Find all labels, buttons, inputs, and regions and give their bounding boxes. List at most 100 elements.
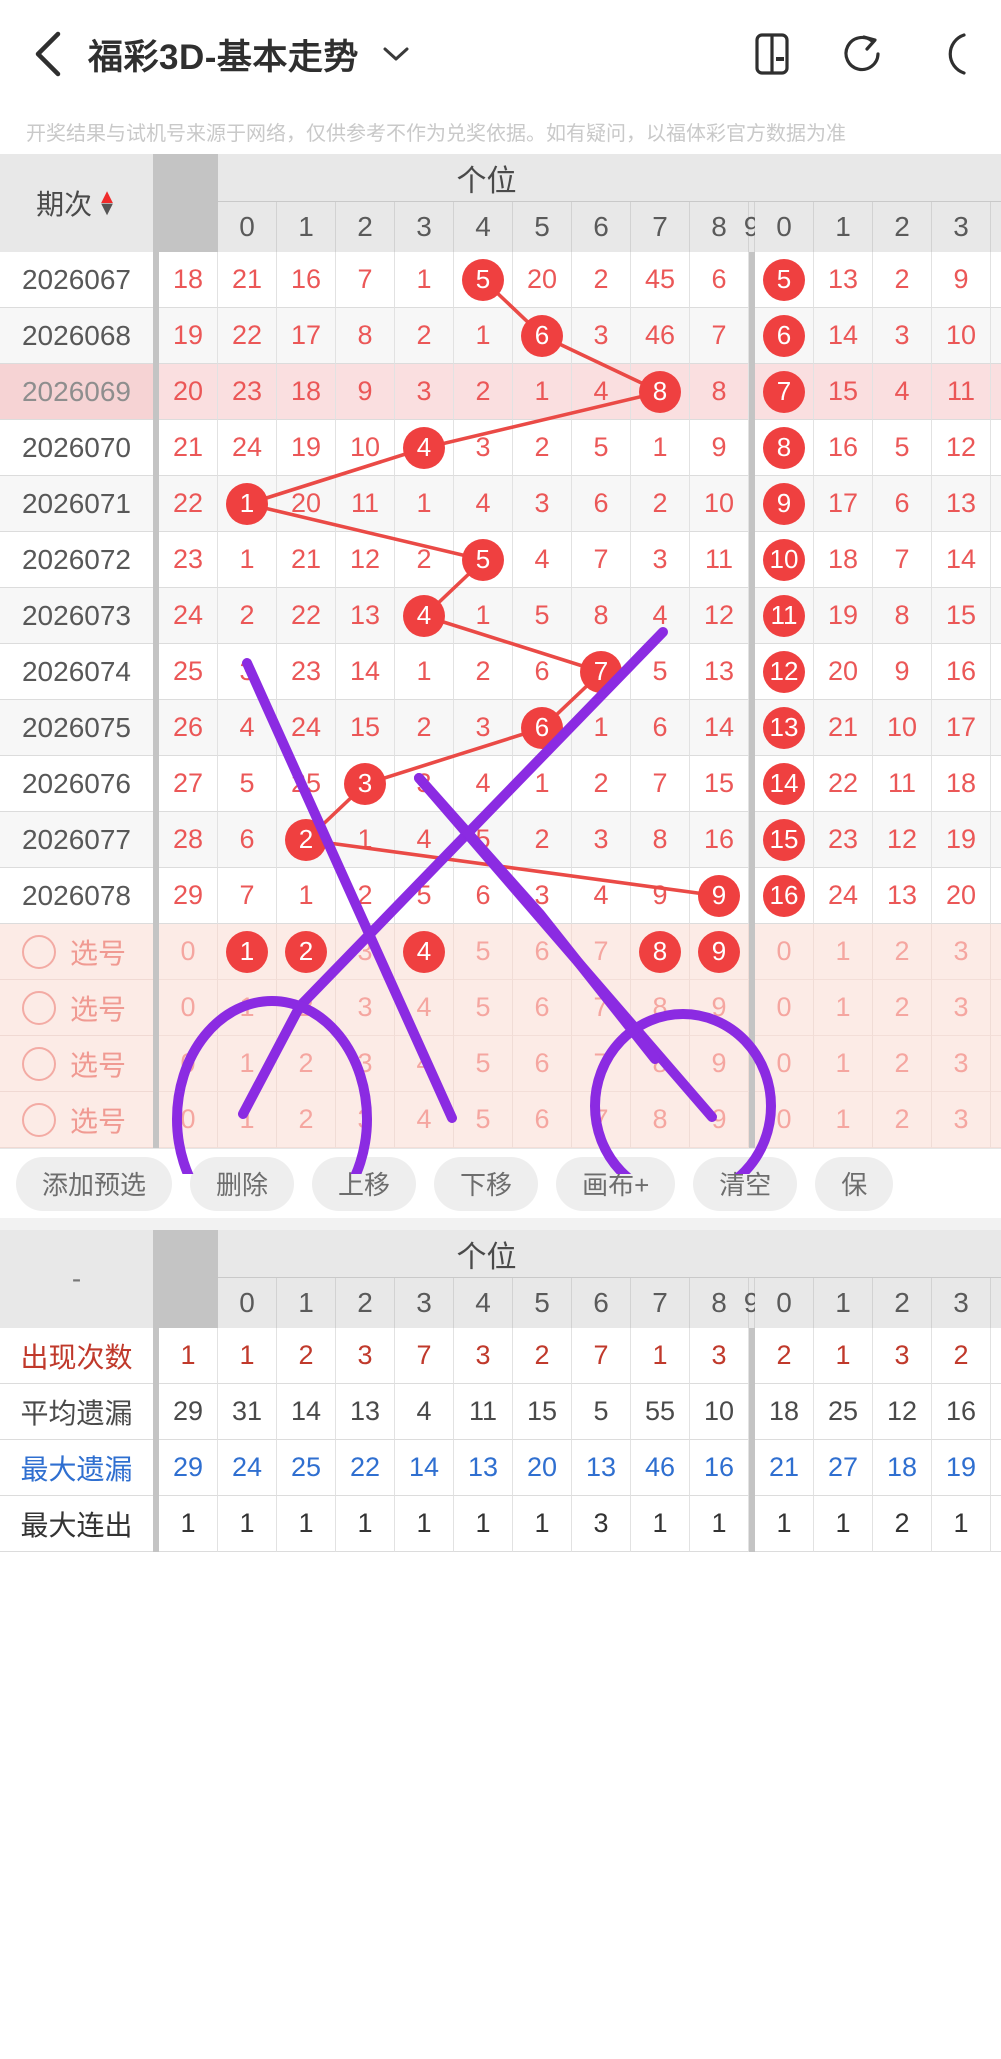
more-icon[interactable]	[933, 31, 979, 77]
trend-cell[interactable]: 1	[395, 644, 454, 700]
trend-cell[interactable]: 7	[572, 644, 631, 700]
select-cell[interactable]: 2	[873, 924, 932, 980]
trend-cell[interactable]: 10	[336, 420, 395, 476]
select-cell[interactable]: 0	[159, 980, 218, 1036]
trend-cell[interactable]: 14	[690, 700, 749, 756]
trend-cell[interactable]: 22	[218, 308, 277, 364]
trend-cell[interactable]: 5	[991, 476, 1001, 532]
trend-cell[interactable]: 5	[631, 644, 690, 700]
trend-cell[interactable]: 1	[395, 476, 454, 532]
select-cell[interactable]: 9	[690, 980, 749, 1036]
trend-cell[interactable]: 2	[513, 812, 572, 868]
trend-cell[interactable]: 6	[513, 644, 572, 700]
row-label-period[interactable]: 2026076	[0, 756, 153, 812]
select-cell[interactable]: 3	[336, 924, 395, 980]
trend-cell[interactable]: 1	[454, 588, 513, 644]
row-label-period[interactable]: 2026071	[0, 476, 153, 532]
trend-cell[interactable]: 8	[572, 588, 631, 644]
trend-cell[interactable]: 1	[454, 308, 513, 364]
trend-cell[interactable]: 13	[932, 476, 991, 532]
sort-arrows-icon[interactable]: ▲ ▼	[97, 185, 117, 220]
column-header-5[interactable]: 5	[513, 202, 572, 252]
select-cell[interactable]: 2	[277, 980, 336, 1036]
column-header-t3[interactable]: 3	[932, 202, 991, 252]
trend-cell[interactable]: 23	[159, 532, 218, 588]
column-header-7[interactable]: 7	[631, 202, 690, 252]
trend-cell[interactable]: 1	[218, 476, 277, 532]
toolbar-button-6[interactable]: 保	[815, 1156, 894, 1211]
trend-cell[interactable]: 22	[814, 756, 873, 812]
trend-cell[interactable]: 15	[932, 588, 991, 644]
toolbar-button-1[interactable]: 删除	[190, 1156, 295, 1211]
column-header-1[interactable]: 1	[277, 202, 336, 252]
hit-marker[interactable]: 7	[763, 370, 805, 413]
select-cell[interactable]: 8	[631, 1092, 690, 1148]
trend-cell[interactable]: 20	[277, 476, 336, 532]
select-cell[interactable]: 9	[690, 1092, 749, 1148]
select-cell[interactable]: 8	[631, 1036, 690, 1092]
trend-cell[interactable]: 5	[572, 420, 631, 476]
trend-cell[interactable]: 16	[814, 420, 873, 476]
trend-cell[interactable]: 6	[631, 700, 690, 756]
trend-cell[interactable]: 14	[755, 756, 814, 812]
trend-cell[interactable]: 2	[395, 700, 454, 756]
trend-cell[interactable]: 2	[513, 420, 572, 476]
trend-cell[interactable]: 7	[991, 588, 1001, 644]
trend-cell[interactable]: 11	[991, 812, 1001, 868]
trend-cell[interactable]: 11	[873, 756, 932, 812]
trend-cell[interactable]: 13	[690, 644, 749, 700]
trend-cell[interactable]: 12	[690, 588, 749, 644]
trend-cell[interactable]: 19	[277, 420, 336, 476]
trend-cell[interactable]: 1	[218, 532, 277, 588]
trend-cell[interactable]: 8	[873, 588, 932, 644]
trend-cell[interactable]: 13	[755, 700, 814, 756]
select-cell[interactable]: 4	[991, 1092, 1001, 1148]
trend-cell[interactable]: 15	[755, 812, 814, 868]
trend-cell[interactable]: 3	[454, 420, 513, 476]
column-header-t2[interactable]: 2	[873, 202, 932, 252]
row-label-period[interactable]: 2026073	[0, 588, 153, 644]
trend-cell[interactable]: 2	[277, 812, 336, 868]
select-cell[interactable]: 4	[991, 980, 1001, 1036]
select-cell[interactable]: 1	[218, 980, 277, 1036]
trend-cell[interactable]: 9	[631, 868, 690, 924]
select-cell[interactable]: 3	[336, 980, 395, 1036]
column-header-t1[interactable]: 1	[814, 202, 873, 252]
column-header-3[interactable]: 3	[395, 202, 454, 252]
trend-cell[interactable]: 4	[218, 700, 277, 756]
trend-cell[interactable]: 12	[873, 812, 932, 868]
trend-cell[interactable]: 7	[218, 868, 277, 924]
trend-cell[interactable]: 4	[454, 476, 513, 532]
chevron-down-icon[interactable]	[379, 37, 413, 71]
trend-cell[interactable]: 2	[991, 308, 1001, 364]
trend-cell[interactable]: 3	[991, 364, 1001, 420]
select-cell[interactable]: 3	[336, 1036, 395, 1092]
select-cell[interactable]: 0	[755, 924, 814, 980]
select-cell[interactable]: 9	[690, 1036, 749, 1092]
trend-cell[interactable]: 2	[395, 308, 454, 364]
trend-cell[interactable]: 28	[159, 812, 218, 868]
row-label-period[interactable]: 2026070	[0, 420, 153, 476]
trend-cell[interactable]: 12	[932, 420, 991, 476]
trend-cell[interactable]: 7	[336, 252, 395, 308]
trend-cell[interactable]: 7	[690, 308, 749, 364]
trend-cell[interactable]: 21	[218, 252, 277, 308]
trend-cell[interactable]: 4	[572, 364, 631, 420]
trend-cell[interactable]: 20	[932, 868, 991, 924]
trend-cell[interactable]: 4	[873, 364, 932, 420]
select-row-label[interactable]: 选号	[0, 1092, 153, 1148]
trend-cell[interactable]: 2	[454, 364, 513, 420]
trend-cell[interactable]: 29	[159, 868, 218, 924]
select-cell[interactable]: 5	[454, 1036, 513, 1092]
select-cell[interactable]: 3	[932, 924, 991, 980]
trend-cell[interactable]: 16	[690, 812, 749, 868]
select-cell[interactable]: 2	[277, 1036, 336, 1092]
trend-cell[interactable]: 10	[873, 700, 932, 756]
trend-cell[interactable]: 4	[395, 812, 454, 868]
hit-marker[interactable]: 7	[580, 650, 622, 693]
select-row-label[interactable]: 选号	[0, 1036, 153, 1092]
trend-cell[interactable]: 8	[755, 420, 814, 476]
radio-circle-icon[interactable]	[22, 934, 56, 969]
trend-cell[interactable]: 9	[873, 644, 932, 700]
hit-marker[interactable]: 13	[763, 706, 805, 749]
